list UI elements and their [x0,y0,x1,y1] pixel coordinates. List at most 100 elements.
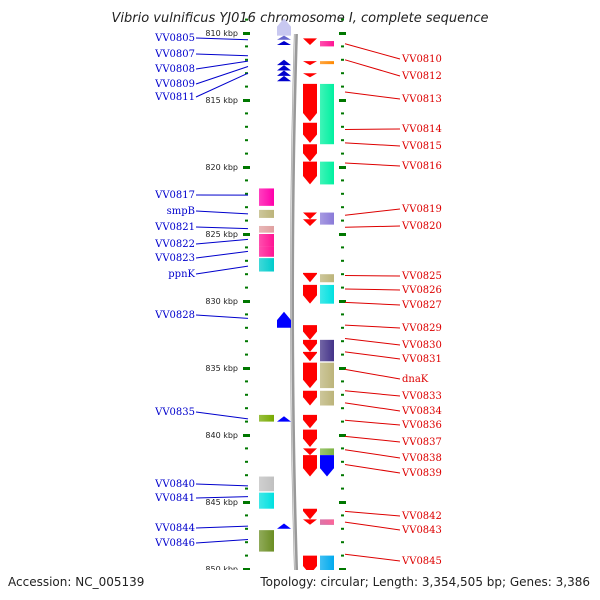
footer-background [0,570,600,600]
forward-label-leader [195,210,249,215]
map-title: Vibrio vulnificus YJ016 chromosome I, co… [111,11,488,26]
reverse-gene-arrow [303,414,317,429]
forward-gene-label: VV0817 [154,190,195,201]
scale-tick [243,300,250,303]
forward-gene-label: VV0809 [154,79,195,90]
scale-dot-right [341,313,344,316]
forward-gene-block [259,234,274,247]
scale-tick-right [339,233,346,236]
reverse-label-leader [344,390,401,397]
reverse-gene-label: VV0812 [401,71,442,82]
axis-highlight [290,33,297,599]
forward-gene-label: VV0835 [154,407,195,418]
forward-gene-label: VV0811 [154,92,195,103]
scale-dot-right [341,139,344,142]
reverse-gene-arrow [303,555,317,575]
reverse-label-leader [344,43,401,60]
reverse-gene-arrow [303,212,317,220]
scale-dot-left [245,380,248,383]
scale-dot-right [341,58,344,61]
scale-dot-right [341,541,344,544]
forward-gene-arrow [277,70,291,76]
scale-dot-left [245,85,248,88]
reverse-gene-block [320,448,334,456]
scale-dot-left [245,487,248,490]
reverse-label-leader [344,435,401,443]
forward-gene-arrow [277,416,291,422]
scale-dot-left [245,45,248,48]
scale-dot-right [341,179,344,182]
scale-tick-label: 850 kbp [205,565,238,574]
reverse-gene-arrow [303,38,317,46]
forward-gene-arrow [277,18,291,36]
scale-tick [243,568,250,571]
forward-gene-label: VV0846 [154,538,195,549]
scale-tick-label: 845 kbp [205,498,238,507]
forward-gene-label: VV0828 [154,310,195,321]
forward-gene-block [259,258,274,272]
scale-dot-right [341,420,344,423]
reverse-gene-arrow [303,339,317,352]
forward-label-leader [195,539,249,544]
reverse-label-leader [344,402,401,412]
reverse-gene-label: VV0843 [401,525,442,536]
scale-dot-right [341,487,344,490]
reverse-gene-block [320,161,334,185]
reverse-label-leader [344,338,401,346]
reverse-gene-arrow [303,325,317,340]
forward-gene-block [259,492,274,509]
reverse-gene-label: VV0833 [401,391,442,402]
reverse-label-leader [344,510,401,517]
reverse-gene-label: VV0820 [401,221,442,232]
reverse-gene-label: dnaK [402,374,429,385]
forward-gene-arrow [277,65,291,71]
reverse-label-leader [344,142,401,147]
forward-label-leader [195,72,249,98]
forward-label-leader [195,66,249,85]
forward-gene-label: VV0821 [154,222,195,233]
reverse-gene-arrow [303,519,317,525]
scale-tick-label: 810 kbp [205,29,238,38]
scale-dot-right [341,273,344,276]
reverse-label-leader [344,59,401,77]
forward-gene-label: VV0844 [154,523,195,534]
reverse-label-leader [344,449,401,459]
scale-dot-right [341,554,344,557]
scale-tick [243,99,250,102]
scale-tick [243,233,250,236]
reverse-strand-genes [303,38,334,575]
scale-dot-left [245,18,248,21]
reverse-gene-label: VV0814 [401,124,442,135]
reverse-gene-label: VV0842 [401,511,442,522]
forward-gene-label: VV0807 [154,49,195,60]
scale-dot-left [245,206,248,209]
reverse-gene-block [320,555,334,575]
reverse-gene-block [320,61,334,65]
reverse-gene-label: VV0825 [401,271,442,282]
forward-gene-block [259,188,274,206]
reverse-gene-label: VV0816 [401,161,442,172]
gene-labels: VV0805 VV0807 VV0808 VV0809 VV0811 VV0817 smpB… [154,33,442,567]
forward-label-leader [195,483,249,487]
scale-dot-left [245,393,248,396]
forward-label-leader [195,250,249,259]
forward-label-leader [195,238,249,245]
scale-dot-left [245,460,248,463]
reverse-gene-arrow [303,122,317,143]
forward-gene-arrow [277,75,291,82]
scale-tick-label: 815 kbp [205,96,238,105]
reverse-label-leader [344,521,401,531]
reverse-gene-label: VV0810 [401,54,442,65]
scale-tick [243,166,250,169]
scale-dot-right [341,340,344,343]
reverse-label-leader [344,208,401,216]
forward-gene-block [259,476,274,492]
scale-dot-left [245,58,248,61]
scale-dot-right [341,527,344,530]
forward-strand-genes [259,18,291,552]
reverse-gene-arrow [303,284,317,304]
reverse-label-leader [344,91,401,100]
reverse-gene-block [320,519,334,525]
reverse-gene-label: VV0819 [401,204,442,215]
reverse-gene-block [320,41,334,47]
